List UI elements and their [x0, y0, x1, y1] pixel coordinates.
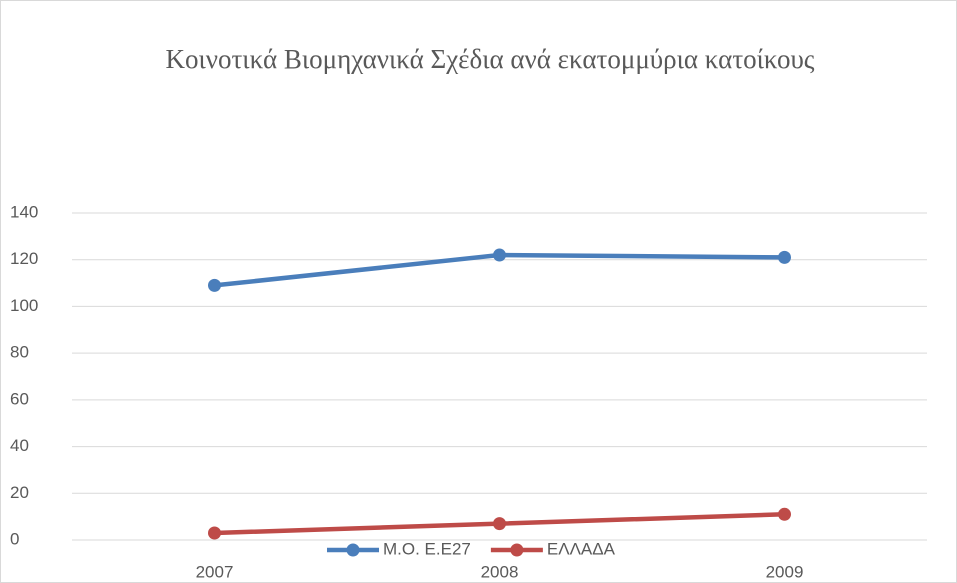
- legend-label: Μ.Ο. Ε.Ε27: [383, 539, 471, 558]
- x-tick-label: 2008: [481, 562, 519, 581]
- y-tick-label: 100: [10, 296, 38, 315]
- y-tick-label: 80: [10, 343, 29, 362]
- data-point: [208, 526, 221, 540]
- x-tick-label: 2009: [766, 562, 804, 581]
- data-point: [778, 507, 791, 521]
- data-point: [493, 517, 506, 531]
- data-point: [778, 250, 791, 264]
- legend-marker: [346, 543, 360, 557]
- y-tick-label: 60: [10, 389, 29, 408]
- y-tick-label: 140: [10, 202, 38, 221]
- y-tick-label: 20: [10, 483, 29, 502]
- chart-title: Κοινοτικά Βιομηχανικά Σχέδια ανά εκατομμ…: [165, 44, 815, 74]
- x-tick-label: 2007: [196, 562, 234, 581]
- y-tick-label: 120: [10, 249, 38, 268]
- y-tick-label: 0: [10, 529, 19, 548]
- data-point: [493, 248, 506, 262]
- legend-label: ΕΛΛΑΔΑ: [547, 539, 616, 558]
- y-tick-label: 40: [10, 436, 29, 455]
- data-point: [208, 278, 221, 292]
- legend-marker: [510, 543, 524, 557]
